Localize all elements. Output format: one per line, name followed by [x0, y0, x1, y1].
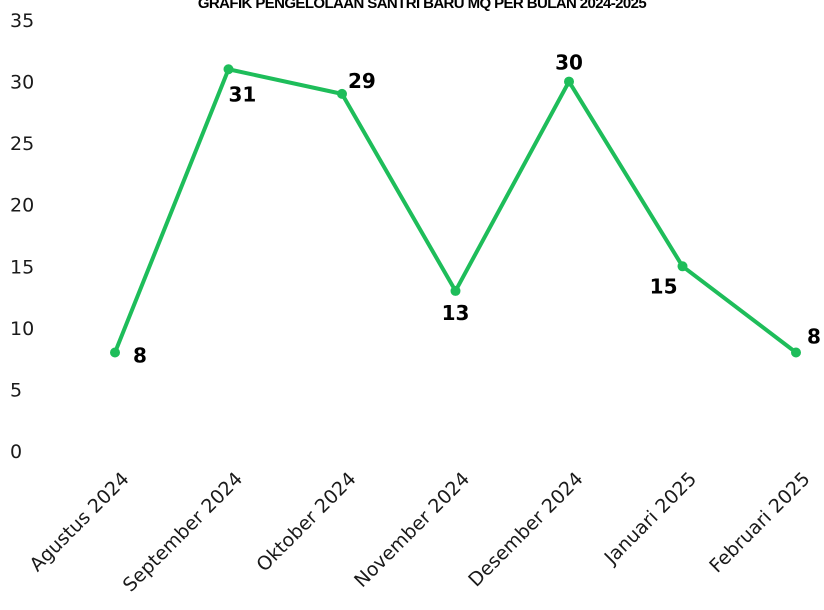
data-label: 15 [650, 274, 678, 298]
x-tick-label: September 2024 [119, 468, 247, 596]
chart-title: GRAFIK PENGELOLAAN SANTRI BARU MQ PER BU… [198, 0, 647, 12]
y-tick-label: 0 [10, 441, 22, 463]
data-point [450, 285, 461, 296]
data-label: 30 [555, 51, 583, 75]
y-tick-label: 20 [10, 195, 34, 217]
x-tick-label: November 2024 [350, 468, 474, 592]
x-tick-label: Januari 2025 [600, 468, 701, 569]
y-tick-label: 35 [10, 10, 34, 32]
y-tick-label: 30 [10, 72, 34, 94]
x-tick-label: Agustus 2024 [25, 468, 133, 576]
data-label: 13 [442, 301, 470, 325]
data-label: 8 [133, 343, 147, 367]
data-point [223, 64, 234, 75]
data-point [677, 261, 688, 272]
data-label: 8 [807, 324, 821, 348]
series-group [110, 64, 801, 358]
data-point [337, 88, 347, 99]
x-tick-label: Februari 2025 [705, 468, 814, 577]
data-label: 31 [229, 82, 257, 106]
data-point [564, 76, 574, 87]
y-tick-label: 10 [10, 318, 34, 340]
x-tick-label: Desember 2024 [464, 468, 587, 591]
data-labels: 8 31 29 13 30 15 8 [133, 51, 821, 368]
y-axis: 0 5 10 15 20 25 30 35 [10, 10, 34, 463]
y-tick-label: 15 [10, 256, 34, 278]
data-point [791, 347, 801, 358]
data-label: 29 [348, 69, 376, 93]
data-point [110, 347, 120, 358]
y-tick-label: 25 [10, 133, 34, 155]
x-tick-label: Oktober 2024 [252, 468, 360, 576]
y-tick-label: 5 [10, 379, 22, 401]
